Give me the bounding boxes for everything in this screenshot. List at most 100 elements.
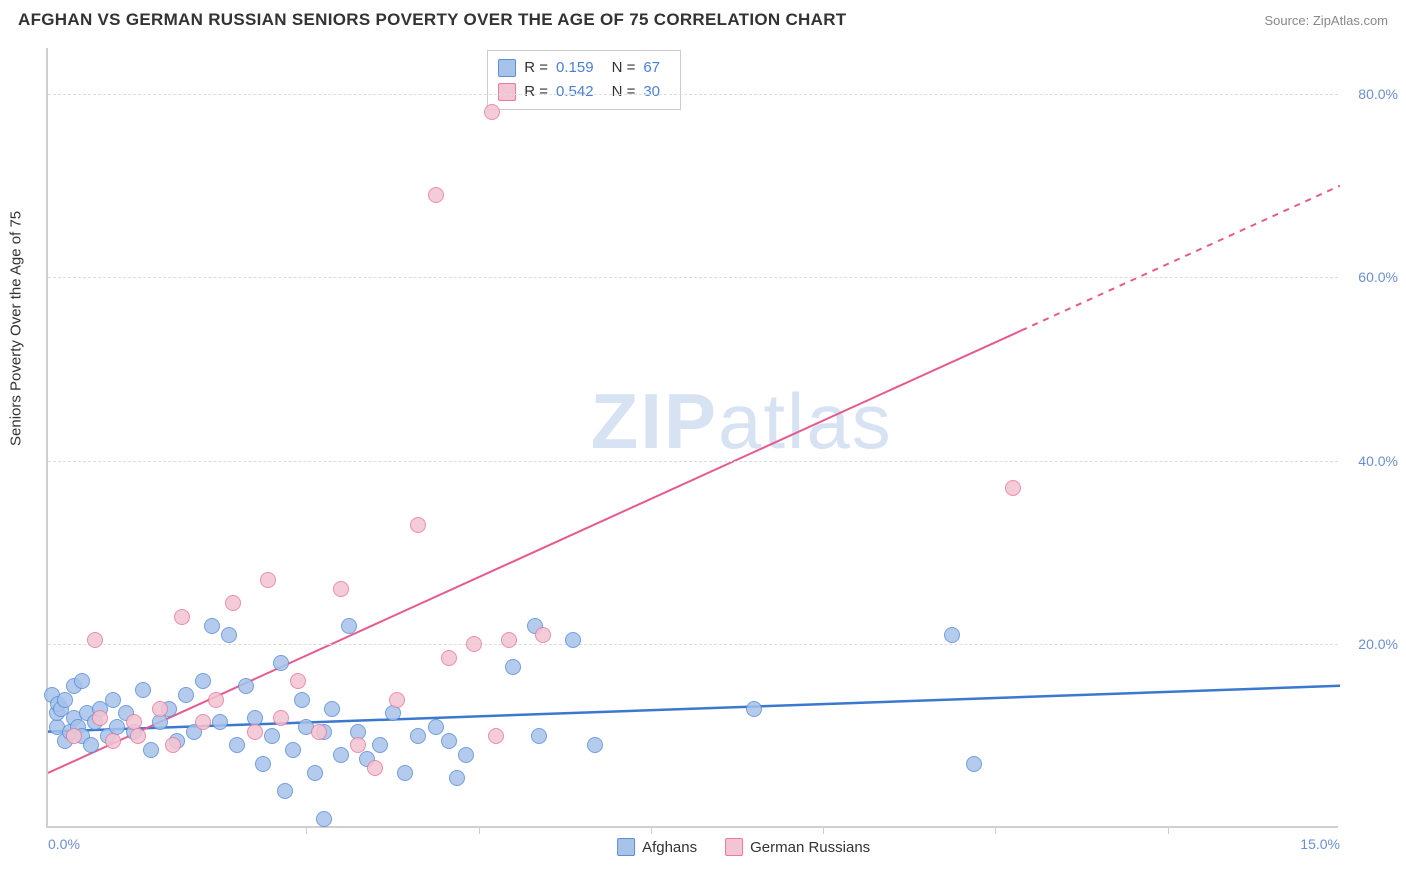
data-point [225, 595, 241, 611]
data-point [135, 682, 151, 698]
x-tick-mark [651, 826, 652, 834]
series-swatch [617, 838, 635, 856]
data-point [143, 742, 159, 758]
x-tick-mark [306, 826, 307, 834]
watermark: ZIPatlas [591, 376, 893, 467]
data-point [74, 673, 90, 689]
x-tick-mark [995, 826, 996, 834]
data-point [410, 728, 426, 744]
data-point [531, 728, 547, 744]
y-tick-label: 80.0% [1343, 86, 1398, 102]
gridline [48, 277, 1338, 278]
data-point [746, 701, 762, 717]
trend-line-dashed [1021, 186, 1340, 331]
source-attribution: Source: ZipAtlas.com [1264, 13, 1388, 28]
data-point [385, 705, 401, 721]
x-tick-mark [823, 826, 824, 834]
data-point [105, 692, 121, 708]
trend-lines [48, 48, 1340, 828]
gridline [48, 461, 1338, 462]
data-point [212, 714, 228, 730]
x-tick-label: 0.0% [48, 836, 80, 852]
data-point [441, 650, 457, 666]
data-point [165, 737, 181, 753]
data-point [458, 747, 474, 763]
correlation-stats-legend: R = 0.159 N = 67 R = 0.542 N = 30 [487, 50, 681, 110]
data-point [587, 737, 603, 753]
data-point [397, 765, 413, 781]
data-point [260, 572, 276, 588]
data-point [178, 687, 194, 703]
data-point [273, 710, 289, 726]
series-legend: Afghans German Russians [617, 838, 870, 856]
data-point [428, 187, 444, 203]
data-point [350, 737, 366, 753]
data-point [428, 719, 444, 735]
data-point [247, 724, 263, 740]
series-swatch [498, 83, 516, 101]
data-point [307, 765, 323, 781]
data-point [466, 636, 482, 652]
data-point [290, 673, 306, 689]
gridline [48, 94, 1338, 95]
data-point [505, 659, 521, 675]
n-label: N = [612, 80, 636, 104]
data-point [311, 724, 327, 740]
data-point [208, 692, 224, 708]
x-tick-label: 15.0% [1300, 836, 1340, 852]
r-value: 0.542 [556, 80, 594, 104]
data-point [66, 728, 82, 744]
data-point [255, 756, 271, 772]
data-point [324, 701, 340, 717]
data-point [174, 609, 190, 625]
legend-series-name: Afghans [642, 839, 697, 856]
series-swatch [725, 838, 743, 856]
r-value: 0.159 [556, 56, 594, 80]
data-point [57, 692, 73, 708]
n-label: N = [612, 56, 636, 80]
data-point [83, 737, 99, 753]
data-point [484, 104, 500, 120]
chart-title: AFGHAN VS GERMAN RUSSIAN SENIORS POVERTY… [18, 10, 846, 30]
data-point [535, 627, 551, 643]
data-point [333, 747, 349, 763]
data-point [441, 733, 457, 749]
data-point [410, 517, 426, 533]
stats-legend-row: R = 0.542 N = 30 [498, 80, 670, 104]
legend-item: Afghans [617, 838, 697, 856]
data-point [152, 701, 168, 717]
data-point [944, 627, 960, 643]
stats-legend-row: R = 0.159 N = 67 [498, 56, 670, 80]
n-value: 67 [643, 56, 660, 80]
y-tick-label: 60.0% [1343, 269, 1398, 285]
y-tick-label: 20.0% [1343, 636, 1398, 652]
y-tick-label: 40.0% [1343, 453, 1398, 469]
data-point [367, 760, 383, 776]
legend-item: German Russians [725, 838, 870, 856]
n-value: 30 [643, 80, 660, 104]
data-point [152, 714, 168, 730]
data-point [277, 783, 293, 799]
data-point [389, 692, 405, 708]
gridline [48, 644, 1338, 645]
data-point [221, 627, 237, 643]
x-tick-mark [479, 826, 480, 834]
data-point [195, 714, 211, 730]
data-point [92, 710, 108, 726]
data-point [229, 737, 245, 753]
data-point [501, 632, 517, 648]
data-point [1005, 480, 1021, 496]
title-bar: AFGHAN VS GERMAN RUSSIAN SENIORS POVERTY… [0, 0, 1406, 36]
r-label: R = [524, 80, 548, 104]
data-point [285, 742, 301, 758]
x-tick-mark [1168, 826, 1169, 834]
data-point [195, 673, 211, 689]
data-point [449, 770, 465, 786]
data-point [273, 655, 289, 671]
y-axis-title: Seniors Poverty Over the Age of 75 [8, 211, 25, 446]
r-label: R = [524, 56, 548, 80]
trend-line-solid [48, 331, 1021, 773]
series-swatch [498, 59, 516, 77]
data-point [105, 733, 121, 749]
data-point [87, 632, 103, 648]
